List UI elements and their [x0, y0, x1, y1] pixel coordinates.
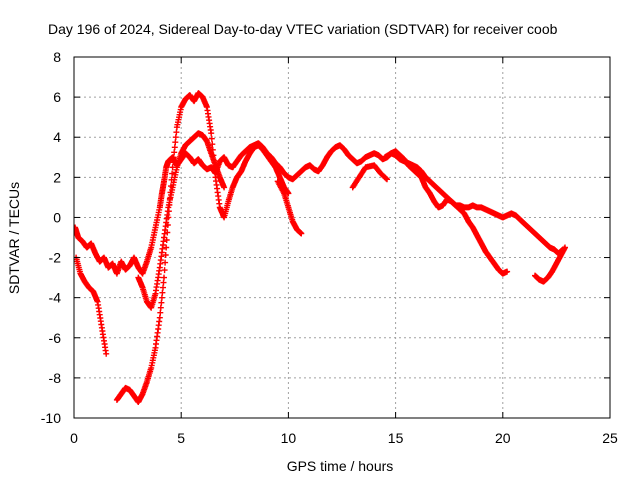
y-tick-label: -2	[49, 250, 62, 266]
series-track-7	[532, 244, 568, 285]
y-tick-label: -10	[41, 410, 61, 426]
y-tick-label: 2	[53, 169, 61, 185]
chart-title: Day 196 of 2024, Sidereal Day-to-day VTE…	[48, 21, 558, 37]
x-tick-label: 5	[177, 430, 185, 446]
series-track-8	[349, 162, 390, 191]
series-markers	[381, 150, 566, 257]
series-markers	[274, 178, 305, 237]
axis-ticks: 0 5 10 15 20 25 -10 -8 -6 -4 -2 0 2 4 6 8	[41, 49, 618, 446]
y-tick-label: -8	[49, 370, 62, 386]
y-tick-label: 8	[53, 49, 61, 65]
y-tick-label: -6	[49, 330, 62, 346]
series-markers	[113, 90, 292, 405]
series-markers	[135, 130, 228, 311]
series-track-1	[74, 140, 511, 277]
y-tick-label: 6	[53, 89, 61, 105]
x-tick-label: 25	[602, 430, 618, 446]
series-track-4	[135, 130, 228, 311]
data-series	[74, 90, 568, 405]
x-tick-label: 20	[495, 430, 511, 446]
x-tick-label: 10	[281, 430, 297, 446]
series-track-6	[381, 150, 566, 257]
y-tick-label: 4	[53, 129, 61, 145]
series-markers	[74, 140, 511, 277]
x-axis-label: GPS time / hours	[287, 458, 394, 474]
plot-frame	[73, 56, 611, 419]
series-markers	[349, 162, 390, 191]
series-track-5	[274, 178, 305, 237]
series-track-2	[74, 254, 110, 357]
series-markers	[532, 244, 568, 285]
y-tick-label: -4	[49, 290, 62, 306]
series-markers	[74, 254, 110, 357]
x-tick-label: 0	[70, 430, 78, 446]
y-tick-label: 0	[53, 209, 61, 225]
x-tick-label: 15	[388, 430, 404, 446]
y-axis-label: SDTVAR / TECUs	[6, 182, 22, 294]
